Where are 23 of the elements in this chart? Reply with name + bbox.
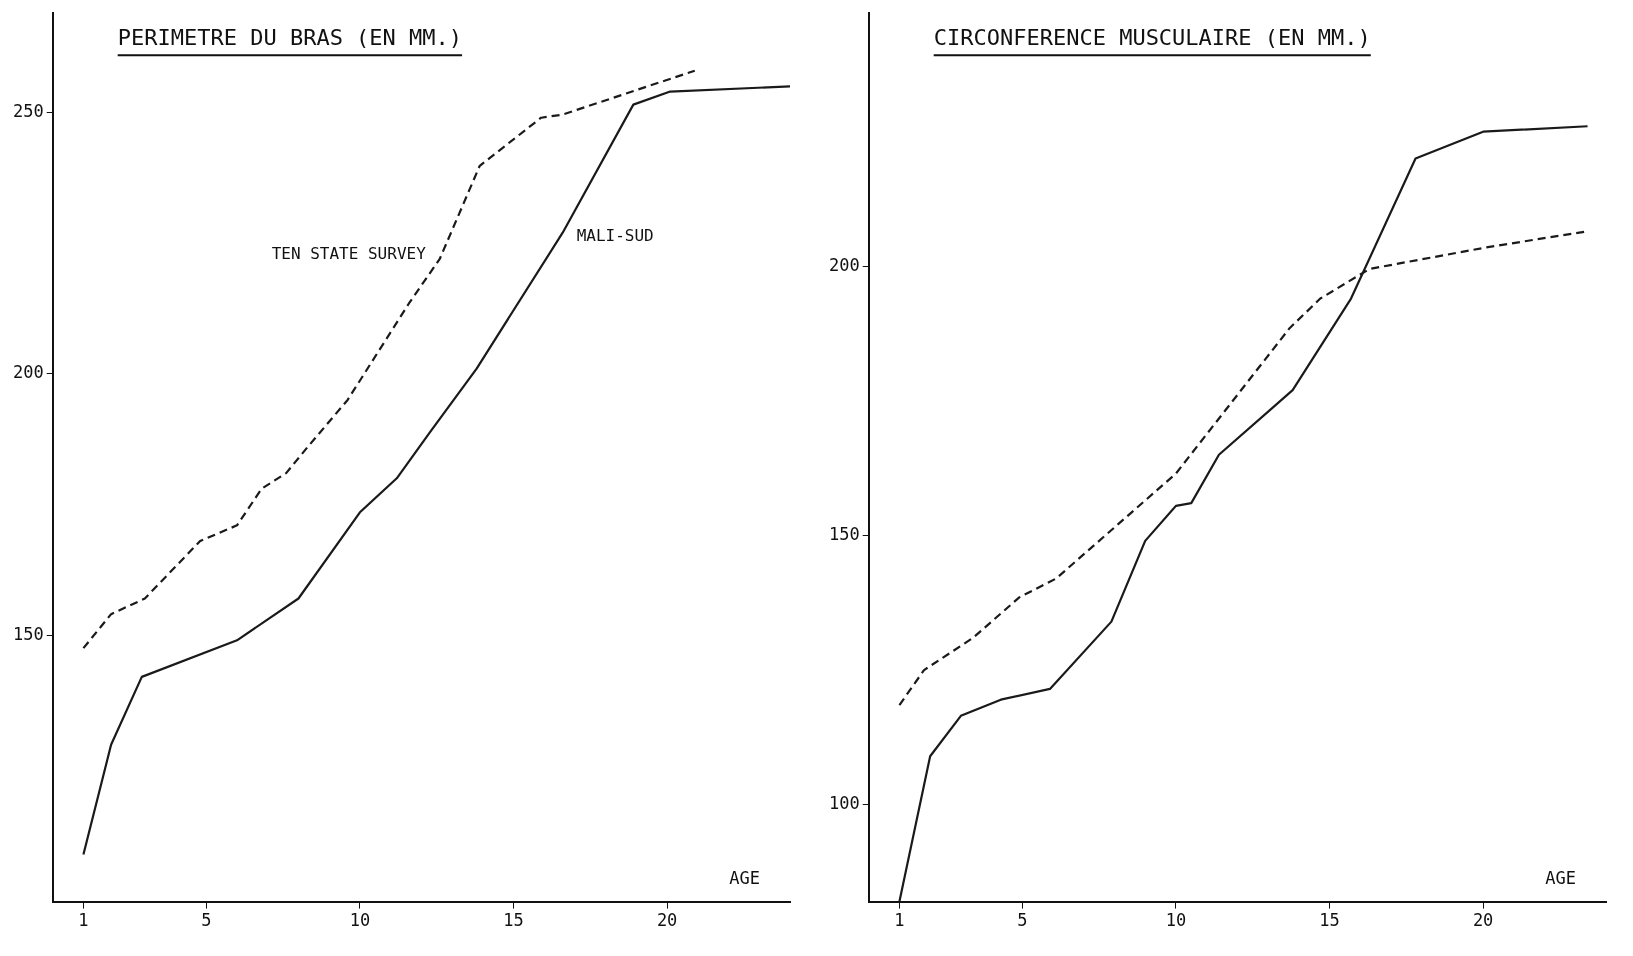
y-tick-label: 150 bbox=[12, 623, 44, 644]
x-tick-label: 1 bbox=[78, 910, 89, 931]
x-tick-label: 15 bbox=[503, 910, 524, 931]
text: CIRCONFERENCE MUSCULAIRE (EN MM.) bbox=[933, 25, 1371, 51]
y-tick-label: 150 bbox=[828, 523, 860, 544]
x-tick-label: 5 bbox=[201, 910, 212, 931]
series-label: MALI-SUD bbox=[576, 225, 654, 245]
y-tick-label: 250 bbox=[12, 100, 44, 121]
y-tick-label: 200 bbox=[828, 254, 860, 275]
x-axis-title: AGE bbox=[1545, 867, 1576, 888]
x-tick-label: 15 bbox=[1319, 910, 1340, 931]
x-tick-label: 20 bbox=[656, 910, 678, 931]
x-axis-title: AGE bbox=[729, 867, 760, 888]
x-tick-label: 10 bbox=[1165, 910, 1187, 931]
x-tick-label: 10 bbox=[349, 910, 371, 931]
x-tick-label: 5 bbox=[1017, 910, 1028, 931]
x-tick-label: 20 bbox=[1472, 910, 1494, 931]
x-tick-label: 1 bbox=[894, 910, 905, 931]
text: PERIMETRE DU BRAS (EN MM.) bbox=[117, 25, 463, 51]
y-tick-label: 100 bbox=[828, 793, 860, 814]
series-label: TEN STATE SURVEY bbox=[271, 243, 427, 263]
line-series bbox=[82, 69, 696, 650]
y-tick-label: 200 bbox=[12, 362, 44, 383]
